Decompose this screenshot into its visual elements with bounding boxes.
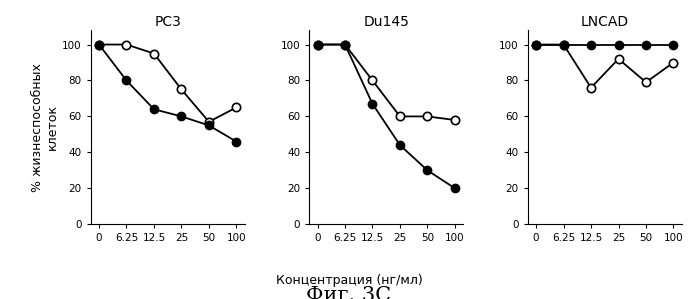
Title: LNCAD: LNCAD: [581, 15, 629, 29]
Y-axis label: % жизнеспособных
клеток: % жизнеспособных клеток: [31, 63, 59, 192]
Text: Фиг. 3С: Фиг. 3С: [306, 286, 392, 299]
Title: Du145: Du145: [363, 15, 409, 29]
Title: PC3: PC3: [154, 15, 181, 29]
Text: Концентрация (нг/мл): Концентрация (нг/мл): [276, 274, 422, 287]
